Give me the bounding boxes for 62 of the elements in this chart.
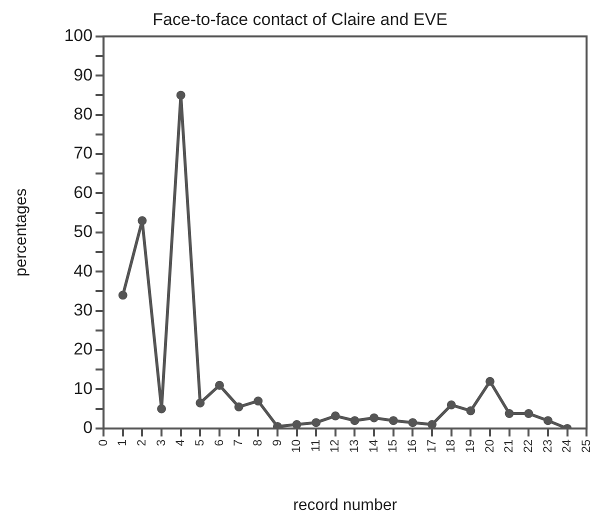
point (118, 290, 128, 300)
y-tick-label: 80 (74, 104, 93, 124)
x-tick-label: 23 (540, 439, 554, 453)
x-tick-label: 20 (482, 439, 496, 453)
y-tick-label: 50 (74, 222, 93, 242)
x-tick-label: 13 (347, 439, 362, 453)
point (350, 416, 360, 426)
chart-title: Face-to-face contact of Claire and EVE (152, 10, 448, 29)
x-tick-label: 25 (578, 439, 593, 453)
x-tick-label: 16 (405, 439, 420, 453)
y-tick-label: 100 (64, 26, 93, 46)
point (388, 416, 398, 426)
y-axis-title: percentages (13, 188, 30, 276)
x-tick-label: 8 (250, 439, 264, 446)
point (272, 422, 282, 428)
point (254, 396, 263, 406)
y-tick-label: 10 (74, 378, 93, 398)
x-tick-label: 7 (231, 439, 246, 446)
point (543, 416, 552, 426)
point (157, 404, 166, 414)
point (466, 406, 476, 416)
point (428, 420, 437, 428)
point (176, 90, 186, 100)
x-tick-label: 6 (212, 439, 226, 446)
y-tick-label: 20 (74, 340, 93, 359)
x-tick-label: 4 (173, 439, 188, 446)
point (446, 400, 456, 410)
x-tick-label: 10 (289, 439, 304, 453)
point (504, 409, 514, 418)
point (214, 380, 224, 390)
x-tick-label: 17 (424, 439, 438, 453)
x-tick-label: 24 (560, 439, 574, 453)
y-tick-label: 90 (74, 65, 93, 84)
y-tick-label: 30 (74, 300, 93, 320)
x-tick-label: 9 (270, 439, 284, 446)
point (196, 398, 205, 408)
point (312, 418, 321, 428)
point (485, 376, 494, 386)
x-tick-label: 11 (308, 439, 322, 452)
x-tick-label: 22 (520, 439, 535, 453)
x-tick-label: 12 (328, 439, 342, 453)
x-tick-label: 2 (134, 439, 149, 446)
x-tick-label: 3 (154, 439, 168, 446)
point (138, 216, 147, 226)
point (408, 418, 418, 428)
point (234, 402, 244, 412)
x-axis-title: record number (293, 496, 398, 514)
x-tick-label: 14 (366, 439, 380, 453)
x-tick-label: 15 (386, 439, 400, 453)
point (524, 409, 534, 418)
x-tick-label: 18 (444, 439, 458, 453)
point (370, 413, 379, 422)
point (330, 411, 340, 420)
x-tick-label: 5 (192, 439, 206, 446)
point (292, 420, 302, 428)
x-tick-label: 1 (115, 439, 130, 446)
y-tick-label: 60 (74, 182, 93, 202)
y-tick-label: 70 (74, 144, 93, 163)
x-tick-label: 19 (462, 439, 477, 453)
y-tick-label: 40 (74, 261, 93, 280)
x-tick-label: 21 (502, 439, 516, 453)
x-tick-label: 0 (96, 439, 110, 446)
